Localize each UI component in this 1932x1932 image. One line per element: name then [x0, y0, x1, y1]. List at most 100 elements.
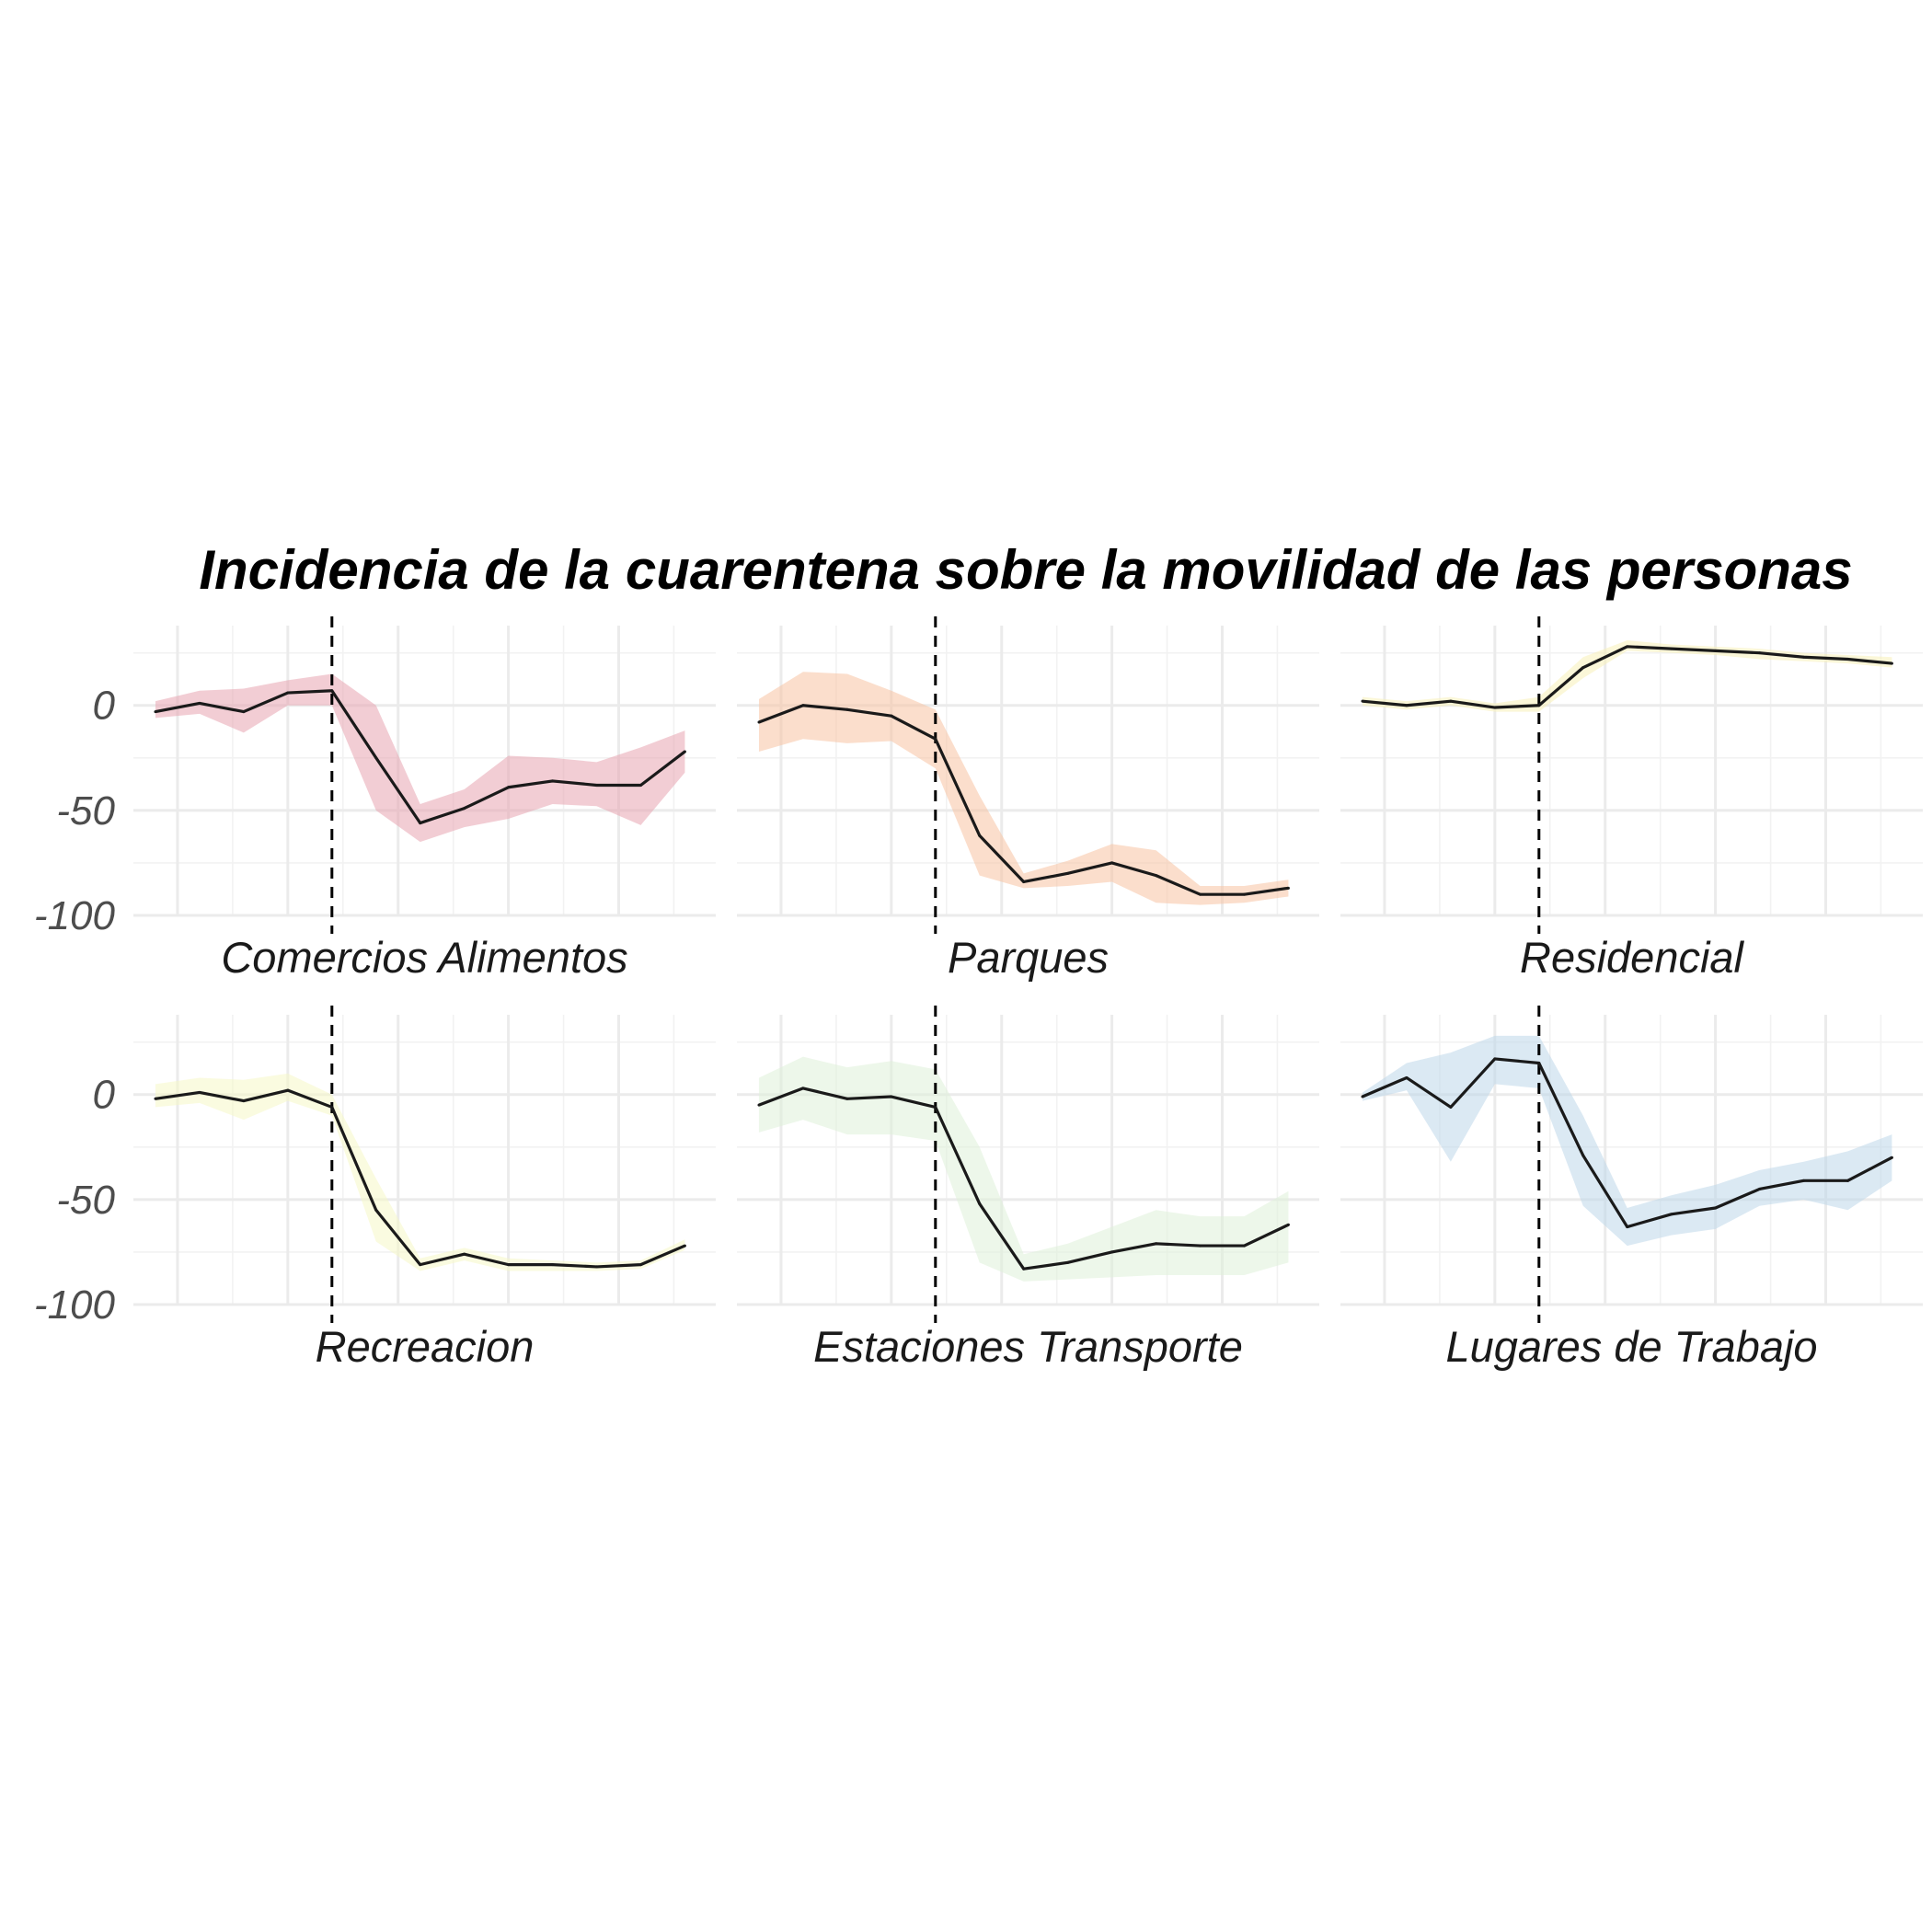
confidence-band — [1362, 639, 1892, 712]
data-point — [1110, 861, 1114, 865]
data-point — [845, 707, 849, 711]
confidence-band — [758, 672, 1289, 905]
facet-panel: Comercios Alimentos — [133, 616, 716, 982]
facet-panel: Lugares de Trabajo — [1340, 1006, 1923, 1371]
y-tick-label: 0 — [93, 684, 116, 729]
confidence-band — [1362, 1035, 1892, 1247]
y-axis-labels: 0 -50 -100 0 -50 -100 — [34, 684, 116, 1328]
facet-panel: Estaciones Transporte — [737, 1006, 1319, 1371]
data-point — [419, 1263, 422, 1267]
data-point — [1022, 880, 1026, 883]
data-point — [1110, 1250, 1114, 1254]
facet-panel: Recreacion — [133, 1006, 716, 1371]
data-point — [595, 1265, 599, 1269]
data-point — [638, 1263, 642, 1267]
panel-label: Recreacion — [316, 1322, 535, 1371]
data-point — [330, 1105, 334, 1109]
panel-label: Residencial — [1520, 933, 1745, 982]
data-point — [551, 779, 555, 783]
panel-label: Parques — [948, 933, 1109, 982]
panel-label: Estaciones Transporte — [813, 1322, 1243, 1371]
data-point — [1758, 651, 1762, 655]
data-point — [1361, 1095, 1364, 1098]
data-point — [757, 1103, 761, 1107]
data-point — [1405, 1075, 1409, 1079]
data-point — [374, 1208, 378, 1212]
data-point — [1242, 892, 1246, 896]
data-point — [1493, 1057, 1497, 1061]
confidence-band — [155, 1073, 685, 1271]
facet-panel: Residencial — [1340, 616, 1923, 982]
confidence-band — [155, 673, 685, 843]
data-point — [242, 1099, 246, 1103]
data-point — [419, 822, 422, 825]
data-point — [507, 786, 511, 789]
data-point — [1890, 1156, 1893, 1159]
data-point — [683, 1244, 686, 1248]
data-point — [1199, 1244, 1202, 1248]
data-point — [757, 720, 761, 724]
data-point — [1361, 699, 1364, 703]
data-point — [1537, 1062, 1541, 1064]
y-tick-label: -100 — [34, 893, 116, 938]
series-line — [155, 1088, 686, 1269]
y-tick-label: 0 — [93, 1073, 116, 1118]
data-point — [1286, 886, 1290, 890]
data-point — [1846, 658, 1849, 661]
data-point — [595, 783, 599, 787]
data-point — [1714, 1206, 1718, 1210]
data-point — [286, 691, 290, 695]
data-point — [1626, 1225, 1629, 1229]
data-point — [1493, 706, 1497, 709]
facet-panel: Parques — [737, 616, 1319, 982]
data-point — [154, 710, 157, 714]
data-point — [978, 1202, 982, 1205]
data-point — [1802, 655, 1806, 659]
data-point — [463, 807, 466, 811]
data-point — [463, 1252, 466, 1256]
panel-label: Lugares de Trabajo — [1445, 1322, 1817, 1371]
data-point — [890, 1095, 893, 1098]
data-point — [1581, 1154, 1585, 1157]
data-point — [154, 1097, 157, 1100]
data-point — [1537, 704, 1541, 707]
data-point — [1066, 1260, 1070, 1264]
panel-label: Comercios Alimentos — [221, 933, 627, 982]
data-point — [1286, 1223, 1290, 1226]
data-point — [1846, 1179, 1849, 1182]
data-point — [1581, 666, 1585, 670]
data-point — [934, 737, 937, 741]
data-point — [845, 1097, 849, 1100]
y-tick-label: -50 — [56, 1178, 115, 1223]
data-point — [1405, 704, 1409, 707]
data-point — [1199, 892, 1202, 896]
data-point — [286, 1088, 290, 1092]
data-point — [242, 710, 246, 714]
data-point — [1155, 1242, 1158, 1246]
data-point — [1802, 1179, 1806, 1182]
data-point — [374, 756, 378, 760]
data-point — [1022, 1267, 1026, 1271]
data-point — [890, 714, 893, 718]
data-point — [198, 701, 201, 705]
data-point — [978, 834, 982, 837]
data-point — [801, 704, 805, 707]
data-point — [1626, 645, 1629, 649]
data-point — [1449, 699, 1453, 703]
data-point — [1890, 661, 1893, 665]
data-point — [507, 1263, 511, 1267]
data-point — [1670, 1213, 1673, 1216]
data-point — [551, 1263, 555, 1267]
data-point — [1758, 1187, 1762, 1190]
y-tick-label: -100 — [34, 1282, 116, 1328]
data-point — [638, 783, 642, 787]
data-point — [330, 689, 334, 693]
data-point — [934, 1105, 937, 1109]
y-tick-label: -50 — [56, 788, 115, 834]
data-point — [1242, 1244, 1246, 1248]
data-point — [801, 1087, 805, 1090]
data-point — [1066, 871, 1070, 875]
data-point — [198, 1090, 201, 1094]
data-point — [1155, 874, 1158, 878]
